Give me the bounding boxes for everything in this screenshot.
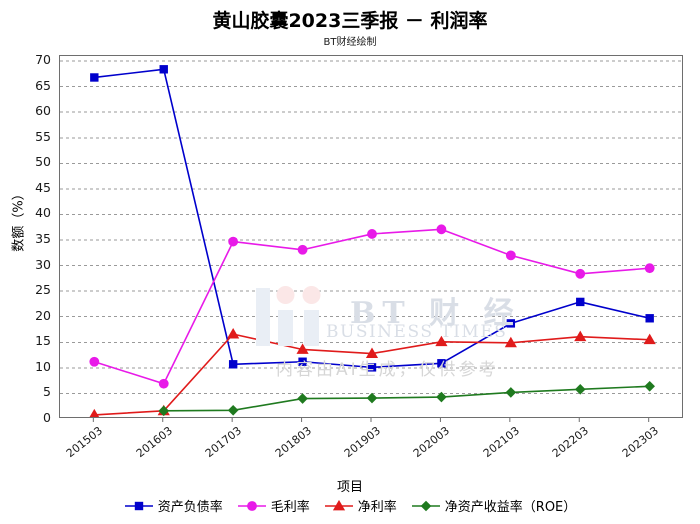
y-axis-tick: 0	[43, 410, 51, 425]
x-axis-tick: 202303	[619, 424, 661, 461]
y-axis-tick: 15	[35, 333, 51, 349]
legend-marker-triangle-icon	[324, 499, 353, 510]
x-axis-tick: 202003	[411, 424, 453, 461]
y-axis-tick: 5	[43, 384, 51, 400]
x-axis-tick: 201503	[64, 424, 106, 461]
legend-label: 毛利率	[270, 500, 310, 515]
y-axis-tick: 50	[35, 154, 51, 170]
y-axis-tick: 35	[35, 231, 51, 247]
plot-area: BT 财 经 BUSINESS TIMES 内容由AI生成，仅供参考	[59, 55, 683, 418]
legend-marker-diamond-icon	[411, 500, 440, 511]
legend-item[interactable]: 资产负债率	[124, 496, 223, 515]
legend-label: 资产负债率	[157, 500, 223, 515]
x-axis-tick: 201803	[272, 424, 314, 461]
series-净利率	[89, 328, 656, 417]
legend-marker-circle-icon	[237, 500, 266, 511]
x-axis-ticks	[92, 418, 650, 422]
chart-legend: 资产负债率 毛利率 净利率 净资产收益率（ROE）	[0, 496, 700, 515]
y-axis-tick: 10	[35, 358, 51, 374]
series-净资产收益率（ROE）	[158, 380, 655, 417]
y-axis-tick: 40	[35, 205, 51, 221]
chart-subtitle: BT财经绘制	[323, 37, 377, 48]
x-axis-label: 项目	[336, 480, 363, 495]
chart-title: 黄山胶囊2023三季报 － 利润率	[212, 10, 488, 32]
y-axis-tick: 30	[35, 256, 51, 272]
x-axis-tick: 201703	[203, 424, 245, 461]
plot-svg	[60, 60, 682, 417]
legend-item[interactable]: 毛利率	[237, 496, 310, 515]
legend-label: 净利率	[357, 500, 397, 515]
y-axis-tick: 25	[35, 282, 51, 298]
y-axis-tick: 55	[35, 128, 51, 144]
y-axis-tick: 70	[35, 52, 51, 68]
legend-marker-square-icon	[124, 501, 153, 510]
x-axis-tick: 202103	[480, 424, 522, 461]
x-axis-tick: 201903	[341, 424, 384, 461]
series-资产负债率	[90, 65, 654, 372]
y-axis-tick: 60	[35, 103, 51, 119]
y-axis-tick: 45	[35, 179, 51, 195]
legend-label: 净资产收益率（ROE）	[444, 500, 577, 515]
y-axis-tick: 65	[35, 77, 51, 93]
legend-item[interactable]: 净资产收益率（ROE）	[411, 496, 576, 515]
y-axis-tick: 20	[35, 307, 51, 323]
x-axis-tick: 202203	[550, 424, 592, 461]
series-毛利率	[89, 224, 655, 389]
legend-item[interactable]: 净利率	[324, 496, 397, 515]
x-axis-tick: 201603	[133, 424, 175, 461]
